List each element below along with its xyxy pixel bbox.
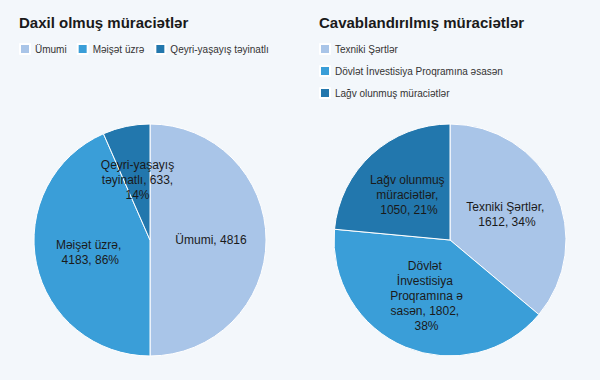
svg-text:Lağv olunmuş: Lağv olunmuş — [370, 173, 448, 187]
svg-text:1612, 34%: 1612, 34% — [475, 215, 536, 229]
svg-text:Dövlət İnvestisiya Proqramına: Dövlət İnvestisiya Proqramına əsasən — [335, 65, 503, 77]
svg-text:Texniki Şərtlər: Texniki Şərtlər — [335, 44, 398, 55]
svg-text:1050, 21%: 1050, 21% — [380, 203, 438, 217]
svg-text:Məişət üzrə,: Məişət üzrə, — [56, 238, 125, 252]
svg-text:İnvestisiya: İnvestisiya — [397, 274, 456, 288]
svg-text:Texniki Şərtlər,: Texniki Şərtlər, — [466, 200, 544, 214]
svg-text:Proqramına ə: Proqramına ə — [390, 289, 463, 303]
svg-text:14%: 14% — [125, 188, 149, 202]
svg-text:38%: 38% — [414, 319, 438, 333]
svg-text:Ümumi: Ümumi — [35, 44, 67, 55]
svg-text:sasən, 1802,: sasən, 1802, — [390, 304, 462, 318]
svg-text:Ümumi, 4816: Ümumi, 4816 — [175, 233, 247, 247]
svg-text:Qeyri-yaşayış təyinatlı: Qeyri-yaşayış təyinatlı — [170, 44, 268, 55]
svg-text:müraciətlər,: müraciətlər, — [376, 188, 441, 202]
svg-text:Lağv olunmuş müraciətlər: Lağv olunmuş müraciətlər — [335, 88, 450, 99]
svg-text:Daxil olmuş müraciətlər: Daxil olmuş müraciətlər — [19, 14, 188, 31]
svg-text:Məişət üzrə: Məişət üzrə — [93, 44, 145, 55]
svg-text:Dövlət: Dövlət — [408, 259, 445, 273]
svg-text:4183, 86%: 4183, 86% — [62, 253, 120, 267]
svg-text:Cavablandırılmış müraciətlər: Cavablandırılmış müraciətlər — [319, 14, 524, 31]
svg-text:Qeyri-yaşayış: Qeyri-yaşayış — [101, 158, 174, 172]
svg-text:təyinatlı, 633,: təyinatlı, 633, — [98, 173, 176, 187]
